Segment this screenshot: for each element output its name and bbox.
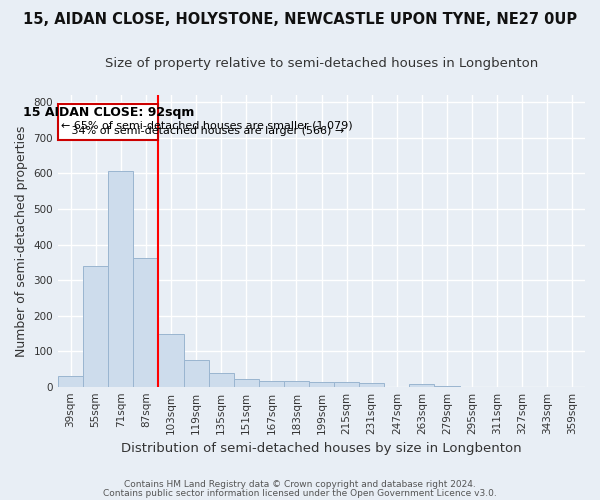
Bar xyxy=(334,382,359,386)
FancyBboxPatch shape xyxy=(58,104,158,140)
Bar xyxy=(184,360,209,386)
Bar xyxy=(409,384,434,386)
Text: Contains public sector information licensed under the Open Government Licence v3: Contains public sector information licen… xyxy=(103,488,497,498)
Bar xyxy=(209,373,233,386)
Text: 34% of semi-detached houses are larger (566) →: 34% of semi-detached houses are larger (… xyxy=(61,126,344,136)
Bar xyxy=(83,266,108,386)
Text: Contains HM Land Registry data © Crown copyright and database right 2024.: Contains HM Land Registry data © Crown c… xyxy=(124,480,476,489)
Bar xyxy=(284,382,309,386)
Bar xyxy=(158,334,184,386)
Y-axis label: Number of semi-detached properties: Number of semi-detached properties xyxy=(15,126,28,356)
X-axis label: Distribution of semi-detached houses by size in Longbenton: Distribution of semi-detached houses by … xyxy=(121,442,522,455)
Bar xyxy=(259,380,284,386)
Bar xyxy=(108,170,133,386)
Bar xyxy=(309,382,334,386)
Text: ← 65% of semi-detached houses are smaller (1,079): ← 65% of semi-detached houses are smalle… xyxy=(61,120,352,130)
Bar xyxy=(133,258,158,386)
Bar xyxy=(233,378,259,386)
Bar xyxy=(359,383,384,386)
Title: Size of property relative to semi-detached houses in Longbenton: Size of property relative to semi-detach… xyxy=(105,58,538,70)
Text: 15, AIDAN CLOSE, HOLYSTONE, NEWCASTLE UPON TYNE, NE27 0UP: 15, AIDAN CLOSE, HOLYSTONE, NEWCASTLE UP… xyxy=(23,12,577,28)
Bar xyxy=(58,376,83,386)
Text: 15 AIDAN CLOSE: 92sqm: 15 AIDAN CLOSE: 92sqm xyxy=(23,106,194,119)
